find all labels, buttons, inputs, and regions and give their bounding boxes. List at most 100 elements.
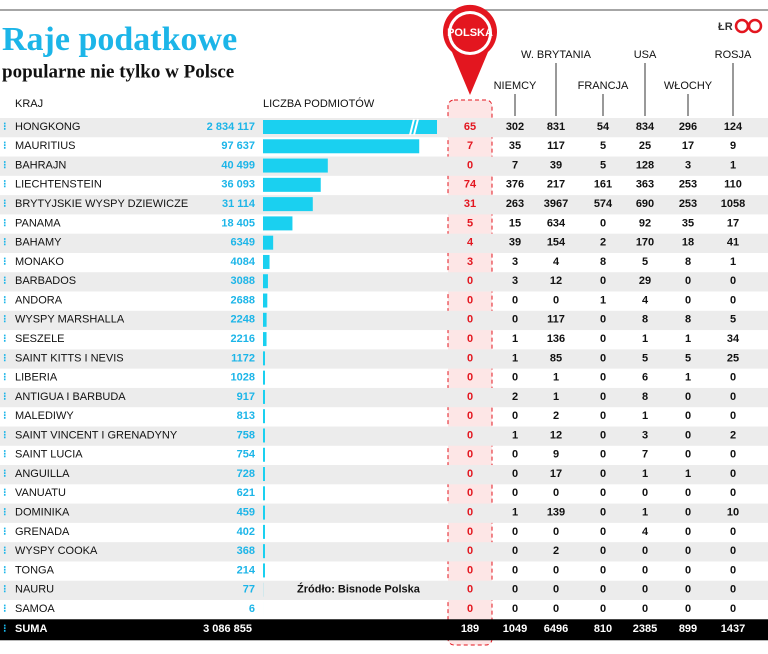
count-bar <box>263 254 270 269</box>
country-value: 296 <box>679 121 697 133</box>
country-value: 2 <box>730 429 736 441</box>
total-value: 810 <box>594 623 612 635</box>
country-column-header: USA <box>634 49 657 61</box>
row-marker: ⁝ <box>3 140 7 152</box>
country-value: 0 <box>600 275 606 287</box>
country-value: 1 <box>642 333 648 345</box>
country-value: 0 <box>600 468 606 480</box>
row-marker: ⁝ <box>3 391 7 403</box>
country-value: 3 <box>512 275 518 287</box>
country-value: 4 <box>642 294 649 306</box>
country-value: 161 <box>594 179 612 191</box>
country-value: 0 <box>600 584 606 596</box>
country-value: 110 <box>724 179 742 191</box>
count-label: 621 <box>237 487 255 499</box>
count-bar <box>263 274 268 289</box>
country-value: 0 <box>730 545 736 557</box>
country-value: 1 <box>730 159 736 171</box>
country-value: 0 <box>553 564 559 576</box>
poland-value: 65 <box>464 121 476 133</box>
country-value: 0 <box>685 487 691 499</box>
count-bar <box>263 216 293 231</box>
count-label: 728 <box>237 468 255 480</box>
country-value: 5 <box>642 256 648 268</box>
bar-break <box>409 118 419 136</box>
country-value: 0 <box>600 217 606 229</box>
country-value: 25 <box>639 140 651 152</box>
country-value: 0 <box>600 352 606 364</box>
country-value: 0 <box>600 314 606 326</box>
country-value: 3967 <box>544 198 568 210</box>
country-value: 0 <box>730 410 736 422</box>
row-background <box>0 426 768 446</box>
country-name: BRYTYJSKIE WYSPY DZIEWICZE <box>15 198 188 210</box>
country-value: 117 <box>547 140 565 152</box>
count-bar <box>263 467 265 482</box>
row-marker: ⁝ <box>3 275 7 287</box>
country-value: 0 <box>642 487 648 499</box>
poland-value: 0 <box>467 333 473 345</box>
country-value: 0 <box>730 449 736 461</box>
row-background <box>0 580 768 600</box>
country-value: 0 <box>685 564 691 576</box>
country-value: 263 <box>506 198 524 210</box>
country-column-header: ROSJA <box>715 49 752 61</box>
country-value: 0 <box>512 449 518 461</box>
row-background <box>0 310 768 331</box>
poland-value: 0 <box>467 429 473 441</box>
row-marker: ⁝ <box>3 603 7 615</box>
poland-value: 4 <box>467 237 474 249</box>
country-value: 17 <box>727 217 739 229</box>
country-value: 0 <box>685 294 691 306</box>
country-value: 0 <box>553 487 559 499</box>
count-label: 758 <box>237 429 255 441</box>
country-value: 0 <box>600 449 606 461</box>
country-name: MAURITIUS <box>15 140 76 152</box>
country-value: 3 <box>512 256 518 268</box>
row-marker: ⁝ <box>3 372 7 384</box>
country-value: 1 <box>685 333 691 345</box>
country-value: 0 <box>642 564 648 576</box>
total-count: 3 086 855 <box>203 623 252 635</box>
poland-value: 31 <box>464 198 476 210</box>
row-marker: ⁝ <box>3 564 7 576</box>
country-value: 25 <box>727 352 739 364</box>
count-label: 402 <box>237 526 255 538</box>
country-value: 1 <box>730 256 736 268</box>
country-value: 4 <box>642 526 649 538</box>
row-background <box>0 195 768 215</box>
poland-value: 0 <box>467 526 473 538</box>
country-value: 39 <box>509 237 521 249</box>
country-value: 124 <box>724 121 743 133</box>
country-name: BAHAMY <box>15 237 62 249</box>
country-value: 54 <box>597 121 610 133</box>
country-value: 128 <box>636 159 654 171</box>
title: Raje podatkowe <box>2 21 237 58</box>
count-label: 3088 <box>231 275 255 287</box>
country-value: 5 <box>600 159 606 171</box>
country-value: 29 <box>639 275 651 287</box>
poland-value: 0 <box>467 449 473 461</box>
country-value: 0 <box>512 526 518 538</box>
country-value: 0 <box>685 584 691 596</box>
country-value: 0 <box>685 429 691 441</box>
row-marker: ⁝ <box>3 198 7 210</box>
row-marker: ⁝ <box>3 333 7 345</box>
country-value: 0 <box>600 507 606 519</box>
country-value: 376 <box>506 179 524 191</box>
country-value: 0 <box>730 584 736 596</box>
row-background <box>0 503 768 523</box>
row-background <box>0 349 768 369</box>
country-value: 9 <box>730 140 736 152</box>
count-label: 917 <box>237 391 255 403</box>
row-marker: ⁝ <box>3 623 7 635</box>
row-marker: ⁝ <box>3 410 7 422</box>
count-bar <box>263 312 267 327</box>
country-value: 0 <box>600 410 606 422</box>
country-value: 7 <box>642 449 648 461</box>
row-marker: ⁝ <box>3 429 7 441</box>
country-value: 8 <box>600 256 606 268</box>
country-name: SAINT KITTS I NEVIS <box>15 352 124 364</box>
country-value: 5 <box>642 352 648 364</box>
